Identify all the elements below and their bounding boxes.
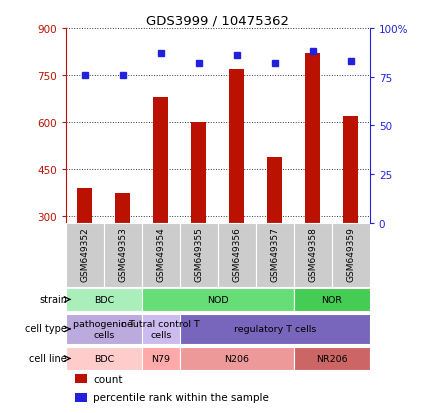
Bar — [66, 347, 142, 370]
Text: GSM649354: GSM649354 — [156, 226, 165, 281]
Text: regulatory T cells: regulatory T cells — [234, 325, 316, 334]
Text: cell type: cell type — [25, 323, 67, 333]
Bar — [153, 98, 168, 223]
Bar — [104, 223, 142, 287]
Bar — [77, 189, 93, 223]
Text: percentile rank within the sample: percentile rank within the sample — [93, 392, 269, 402]
Bar — [142, 347, 180, 370]
Text: GSM649358: GSM649358 — [308, 226, 317, 281]
Text: cell line: cell line — [29, 353, 67, 363]
Text: GSM649356: GSM649356 — [232, 226, 241, 281]
Text: count: count — [93, 374, 123, 384]
Bar — [66, 314, 142, 344]
Bar — [142, 314, 180, 344]
Text: NR206: NR206 — [316, 354, 348, 363]
Text: strain: strain — [39, 294, 67, 304]
Text: GSM649352: GSM649352 — [80, 226, 89, 281]
Text: N79: N79 — [151, 354, 170, 363]
Text: GSM649355: GSM649355 — [194, 226, 203, 281]
Bar — [294, 223, 332, 287]
Text: GSM649353: GSM649353 — [118, 226, 127, 281]
Text: GSM649357: GSM649357 — [270, 226, 279, 281]
Text: BDC: BDC — [94, 354, 114, 363]
Bar — [142, 223, 180, 287]
Text: neutral control T
cells: neutral control T cells — [122, 320, 200, 339]
Bar — [267, 157, 282, 223]
Text: BDC: BDC — [94, 295, 114, 304]
Bar — [142, 288, 294, 311]
Bar — [75, 374, 87, 383]
Bar — [229, 70, 244, 223]
Bar — [332, 223, 370, 287]
Bar — [75, 393, 87, 402]
Bar — [294, 347, 370, 370]
Bar — [180, 223, 218, 287]
Text: NOR: NOR — [321, 295, 342, 304]
Bar — [180, 347, 294, 370]
Text: pathogenic T
cells: pathogenic T cells — [73, 320, 135, 339]
Bar — [343, 116, 358, 223]
Bar — [305, 54, 320, 223]
Bar — [180, 314, 370, 344]
Text: GSM649359: GSM649359 — [346, 226, 355, 281]
Text: N206: N206 — [224, 354, 249, 363]
Bar — [218, 223, 256, 287]
Bar — [66, 223, 104, 287]
Title: GDS3999 / 10475362: GDS3999 / 10475362 — [146, 15, 289, 28]
Bar — [115, 193, 130, 223]
Text: NOD: NOD — [207, 295, 229, 304]
Bar — [256, 223, 294, 287]
Bar — [294, 288, 370, 311]
Bar — [191, 123, 207, 223]
Bar — [66, 288, 142, 311]
